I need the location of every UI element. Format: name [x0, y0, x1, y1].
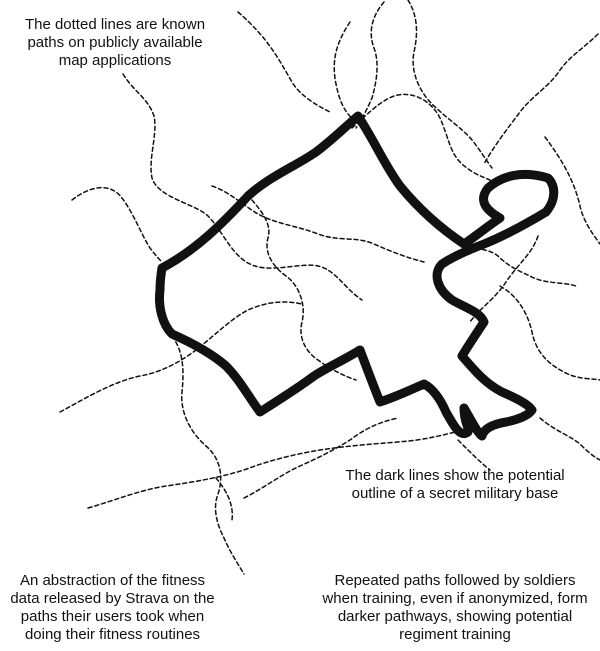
caption-line: outline of a secret military base	[351, 485, 559, 502]
dotted-path	[215, 477, 234, 521]
dotted-path	[251, 199, 357, 381]
dotted-path	[499, 285, 600, 381]
caption-line: regiment training	[399, 626, 511, 643]
dotted-path	[211, 185, 425, 263]
dotted-path	[122, 73, 363, 301]
dotted-path	[483, 33, 599, 165]
dotted-path	[87, 427, 471, 509]
dotted-path	[355, 1, 385, 129]
dotted-path	[171, 335, 245, 575]
caption-line: darker pathways, showing potential	[337, 608, 573, 625]
dotted-path	[539, 417, 600, 461]
caption-line: The dotted lines are known	[24, 16, 206, 33]
base-outline-path	[155, 111, 559, 441]
caption-line: paths their users took when	[20, 608, 205, 625]
dotted-path	[457, 439, 491, 471]
dotted-path	[461, 243, 577, 287]
caption-line: The dark lines show the potential	[345, 467, 565, 484]
caption-line: Repeated paths followed by soldiers	[334, 572, 576, 589]
dotted-path	[407, 0, 493, 169]
dotted-path	[544, 136, 600, 245]
base-outline	[155, 111, 559, 441]
caption-dotted-lines: The dotted lines are known paths on publ…	[0, 16, 230, 70]
caption-abstraction: An abstraction of the fitness data relea…	[0, 572, 225, 644]
caption-repeated-paths: Repeated paths followed by soldiers when…	[310, 572, 600, 644]
caption-line: map applications	[58, 52, 172, 69]
dotted-path	[243, 417, 399, 499]
caption-line: An abstraction of the fitness	[19, 572, 206, 589]
caption-line: when training, even if anonymized, form	[322, 590, 588, 607]
caption-line: data released by Strava on the	[10, 590, 215, 607]
dotted-path	[237, 11, 331, 113]
caption-line: paths on publicly available	[27, 34, 203, 51]
dotted-path	[333, 21, 357, 123]
caption-line: doing their fitness routines	[24, 626, 201, 643]
dotted-path	[351, 93, 491, 181]
dotted-path	[71, 187, 163, 263]
caption-dark-lines: The dark lines show the potential outlin…	[336, 467, 574, 503]
